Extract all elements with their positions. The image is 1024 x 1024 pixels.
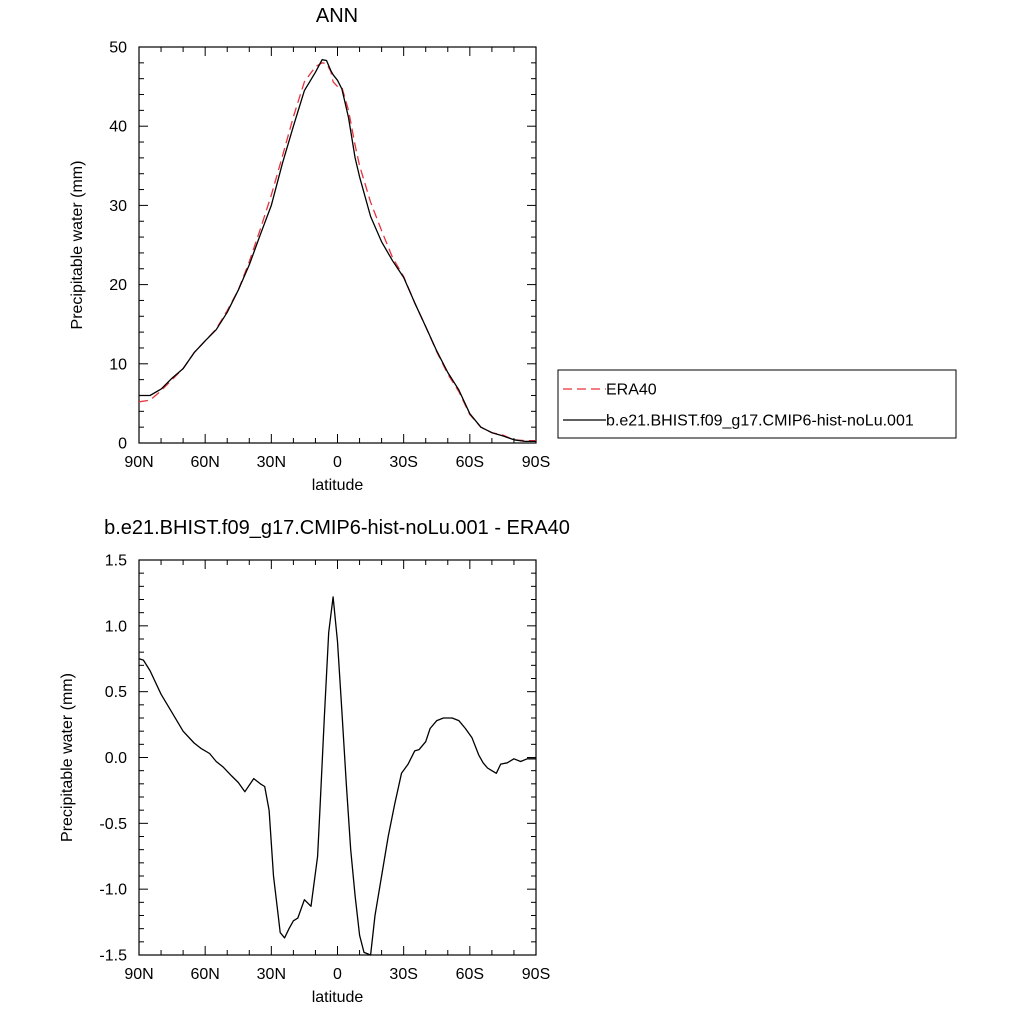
x-tick-label: 90S	[522, 454, 550, 471]
x-axis-label: latitude	[312, 989, 364, 1006]
series-line-0	[138, 62, 536, 442]
y-axis-label: Precipitable water (mm)	[69, 161, 86, 330]
y-tick-label: 30	[109, 198, 127, 215]
x-tick-label: 30S	[389, 966, 417, 983]
chart-title: ANN	[316, 5, 358, 27]
series-line-1	[139, 59, 536, 443]
y-tick-label: 1.0	[105, 618, 127, 635]
y-tick-label: 20	[109, 277, 127, 294]
plot-frame	[138, 559, 537, 956]
y-tick-label: 1.5	[105, 553, 127, 570]
x-tick-label: 90N	[124, 966, 153, 983]
x-axis-label: latitude	[312, 477, 364, 494]
x-tick-label: 30S	[389, 454, 417, 471]
x-tick-label: 30N	[257, 454, 286, 471]
y-tick-label: 0.5	[105, 684, 127, 701]
x-tick-label: 0	[333, 966, 342, 983]
x-tick-label: 90S	[522, 966, 550, 983]
x-tick-label: 90N	[124, 454, 153, 471]
y-tick-label: -1.0	[99, 882, 127, 899]
panel-annual-mean: 90N 60N 30N 0 30S 60S 90S 0 10 20 30 40 50 ANN latitud…	[69, 5, 957, 494]
x-tick-label: 60S	[456, 966, 484, 983]
legend-label-1: b.e21.BHIST.f09_g17.CMIP6-hist-noLu.001	[606, 413, 914, 430]
chart-title: b.e21.BHIST.f09_g17.CMIP6-hist-noLu.001 …	[104, 517, 570, 539]
y-tick-label: -1.5	[99, 948, 127, 965]
x-tick-label: 0	[333, 454, 342, 471]
legend-label-0: ERA40	[606, 382, 657, 399]
y-axis-label: Precipitable water (mm)	[59, 673, 76, 842]
x-tick-label: 60S	[456, 454, 484, 471]
y-tick-label: 40	[109, 119, 127, 136]
y-tick-label: 10	[109, 356, 127, 373]
x-tick-label: 60N	[190, 454, 219, 471]
plot-frame	[138, 46, 537, 444]
panel-difference: 90N 60N 30N 0 30S 60S 90S -1.5 -1.0 -0.5 0.0 0.5 1.0…	[59, 517, 570, 1006]
x-tick-label: 60N	[190, 966, 219, 983]
y-tick-label: -0.5	[99, 816, 127, 833]
series-line-0	[138, 596, 536, 956]
y-tick-label: 0.0	[105, 750, 127, 767]
y-tick-label: 50	[109, 40, 127, 57]
y-tick-label: 0	[118, 436, 127, 453]
legend-box	[557, 369, 957, 439]
x-tick-label: 30N	[257, 966, 286, 983]
